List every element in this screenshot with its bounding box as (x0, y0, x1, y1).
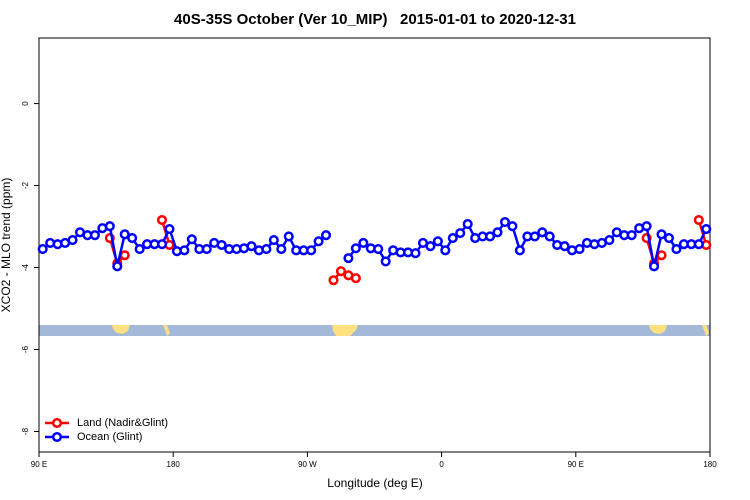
point (373, 244, 384, 255)
point (626, 230, 637, 241)
x-tick-label: 90 E (31, 460, 47, 469)
point (104, 221, 115, 232)
point (268, 235, 279, 246)
y-tick-label: -8 (21, 427, 30, 435)
point (447, 232, 458, 244)
land-shape (702, 325, 709, 336)
point (656, 250, 667, 261)
point (559, 241, 570, 252)
point (514, 245, 525, 256)
x-tick-label: 0 (439, 460, 444, 469)
point (328, 275, 339, 286)
point (67, 235, 78, 246)
point (507, 221, 518, 232)
land-shape (649, 325, 667, 334)
point (216, 239, 227, 251)
x-tick-label: 180 (167, 460, 181, 469)
point (529, 231, 540, 242)
point (455, 228, 466, 239)
point (156, 214, 168, 226)
point (156, 239, 168, 250)
chart-title: 40S-35S October (Ver 10_MIP) 2015-01-01 … (174, 11, 576, 28)
point (410, 248, 421, 259)
x-tick-label: 90 W (298, 460, 317, 469)
point (425, 241, 436, 252)
point (164, 223, 175, 235)
x-axis-label: Longitude (deg E) (327, 476, 422, 490)
point (641, 221, 652, 232)
point (335, 266, 347, 277)
point (693, 239, 704, 250)
point (283, 231, 294, 242)
x-tick-label: 180 (703, 460, 717, 469)
point (112, 261, 123, 272)
point (320, 230, 332, 241)
point (350, 243, 361, 254)
y-tick-label: -6 (21, 345, 30, 353)
point (246, 241, 257, 252)
point (89, 230, 100, 241)
point (37, 244, 48, 255)
point (119, 229, 130, 240)
legend-marker (51, 431, 63, 443)
point (127, 232, 138, 244)
point (544, 231, 555, 242)
point (656, 229, 667, 240)
map-strip (39, 325, 710, 336)
y-tick-label: -2 (21, 181, 30, 189)
point (537, 227, 548, 238)
land-shape (332, 325, 358, 336)
point (380, 256, 391, 267)
point (201, 244, 212, 255)
point (574, 244, 585, 255)
point (186, 234, 197, 245)
point (343, 253, 354, 264)
land-shape (163, 325, 170, 336)
ocean-strip (39, 325, 710, 336)
point (440, 245, 451, 256)
point (358, 237, 369, 249)
point (462, 219, 473, 230)
y-tick-label: -4 (21, 263, 30, 271)
point (261, 244, 272, 255)
point (701, 223, 712, 235)
point (671, 244, 682, 255)
point (134, 244, 145, 255)
point (276, 244, 287, 255)
point (649, 261, 660, 272)
point (432, 236, 443, 247)
legend-label: Land (Nadir&Glint) (77, 417, 168, 429)
y-tick-label: 0 (21, 101, 30, 106)
y-axis-label: XCO2 - MLO trend (ppm) (0, 178, 13, 313)
point (693, 214, 704, 226)
point (492, 227, 503, 238)
legend-marker (51, 417, 63, 429)
point (604, 235, 615, 246)
point (179, 245, 190, 256)
land-shape (112, 325, 130, 334)
point (485, 231, 496, 242)
point (499, 216, 511, 228)
point (350, 273, 361, 284)
x-tick-label: 90 E (568, 460, 584, 469)
point (306, 245, 317, 256)
point (313, 236, 324, 247)
point (663, 232, 675, 244)
point (119, 250, 130, 261)
legend-label: Ocean (Glint) (77, 431, 142, 443)
